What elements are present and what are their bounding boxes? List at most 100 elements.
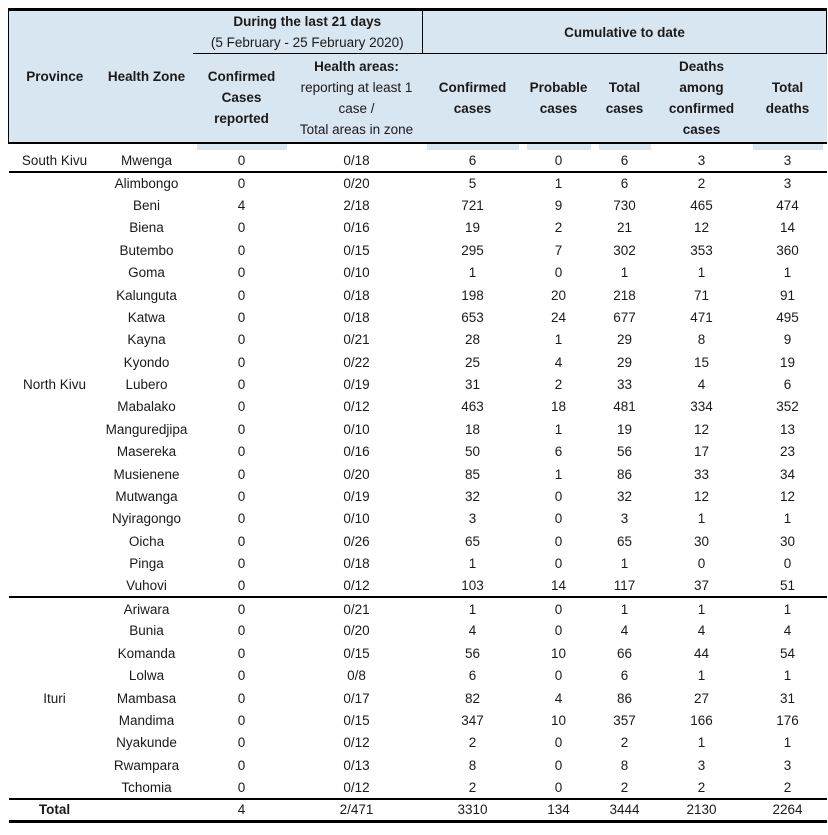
cell-confirmed-cases: 6 <box>468 152 477 168</box>
col-header-health-zone: Health Zone <box>100 9 193 143</box>
table-row: Pinga 0 0/18 1 0 1 0 0 <box>9 553 827 575</box>
province-cell: Ituri <box>8 596 101 799</box>
cell-deaths-among-confirmed: 1 <box>697 265 706 281</box>
cell-total-cases: 1 <box>620 265 629 281</box>
table-row: Beni 4 2/18 721 9 730 465 474 <box>9 194 827 216</box>
cell-deaths-among-confirmed: 2 <box>654 170 749 195</box>
ebola-situation-table: Province Health Zone During the last 21 … <box>8 8 828 823</box>
total-probable-cases: 134 <box>522 797 595 822</box>
health-zone-cell: Pinga <box>129 556 164 572</box>
cell-deaths-among-confirmed: 1 <box>697 668 706 684</box>
health-zone-cell: Bunia <box>129 623 164 639</box>
cell-confirmed-reported: 0 <box>237 757 246 773</box>
cell-deaths-among-confirmed: 1 <box>697 511 706 527</box>
cell-total-cases: 8 <box>620 757 629 773</box>
health-zone-cell: Alimbongo <box>100 170 193 195</box>
health-zone-cell: Mambasa <box>116 690 177 706</box>
cell-total-deaths: 13 <box>780 421 796 437</box>
header-bottom-rule-row <box>8 141 827 150</box>
cell-confirmed-reported: 0 <box>237 354 246 370</box>
cell-confirmed-cases: 1 <box>468 556 477 572</box>
table-row: Mambasa 0 0/17 82 4 86 27 31 <box>9 687 827 709</box>
cell-confirmed-reported: 0 <box>237 421 246 437</box>
col-header-probable-cases: Probable cases <box>522 53 595 143</box>
cell-deaths-among-confirmed: 8 <box>697 332 706 348</box>
table-row: Mandima 0 0/15 347 10 357 166 176 <box>9 709 827 731</box>
cell-total-deaths: 34 <box>780 466 796 482</box>
cell-total-deaths: 23 <box>780 444 796 460</box>
cell-total-deaths: 176 <box>776 712 799 728</box>
cell-deaths-among-confirmed: 471 <box>690 309 713 325</box>
tab-cell <box>422 141 523 150</box>
cell-total-deaths: 474 <box>776 197 799 213</box>
province-cell: North Kivu <box>8 170 101 598</box>
cell-health-areas: 0/10 <box>343 265 370 281</box>
cell-total-cases: 357 <box>613 712 636 728</box>
cell-probable-cases: 9 <box>554 197 563 213</box>
table-row: Nyakunde 0 0/12 2 0 2 1 1 <box>9 732 827 754</box>
cell-probable-cases: 1 <box>522 170 595 195</box>
health-zone-cell: Musienene <box>113 466 180 482</box>
cell-deaths-among-confirmed: 17 <box>693 444 710 460</box>
health-areas-line2: reporting at least 1 case / <box>300 79 413 116</box>
cell-total-deaths: 1 <box>783 265 792 281</box>
cell-confirmed-reported: 0 <box>237 712 246 728</box>
health-zone-cell: Mutwanga <box>115 489 178 505</box>
cell-confirmed-cases: 6 <box>468 668 477 684</box>
cell-probable-cases: 2 <box>554 377 563 393</box>
total-confirmed-reported: 4 <box>192 797 291 822</box>
cell-deaths-among-confirmed: 30 <box>693 533 710 549</box>
cell-total-cases: 29 <box>616 354 633 370</box>
cell-total-cases: 86 <box>616 690 633 706</box>
col-header-confirmed-cases: Confirmed cases <box>422 53 523 143</box>
table-row: Manguredjipa 0 0/10 18 1 19 12 13 <box>9 418 827 440</box>
total-health-areas: 2/471 <box>290 797 423 822</box>
cell-probable-cases: 4 <box>554 354 563 370</box>
header-subhead-row: Confirmed Cases reported Health areas: r… <box>9 53 827 143</box>
col-header-confirmed-cases-reported: Confirmed Cases reported <box>192 53 291 143</box>
cell-probable-cases: 0 <box>554 757 563 773</box>
table-row: Bunia 0 0/20 4 0 4 4 4 <box>9 620 827 642</box>
cell-probable-cases: 2 <box>554 220 563 236</box>
band-cumulative-to-date: Cumulative to date <box>422 9 828 54</box>
cell-confirmed-cases: 653 <box>461 309 484 325</box>
cell-health-areas: 2/18 <box>343 197 370 213</box>
health-zone-cell: Lolwa <box>128 668 165 684</box>
cell-health-areas: 0/15 <box>343 242 370 258</box>
cell-confirmed-cases: 295 <box>461 242 484 258</box>
health-zone-cell: Butembo <box>119 242 174 258</box>
cell-deaths-among-confirmed: 12 <box>693 220 710 236</box>
cell-probable-cases: 10 <box>550 712 567 728</box>
health-zone-cell: Mabalako <box>117 399 176 415</box>
cell-deaths-among-confirmed: 33 <box>693 466 710 482</box>
cell-health-areas: 0/21 <box>290 596 423 620</box>
cell-confirmed-reported: 0 <box>237 533 246 549</box>
cell-confirmed-reported: 0 <box>237 152 246 168</box>
cell-confirmed-reported: 0 <box>237 466 246 482</box>
table-row: Kalunguta 0 0/18 198 20 218 71 91 <box>9 284 827 306</box>
cell-probable-cases: 24 <box>550 309 567 325</box>
cell-deaths-among-confirmed: 0 <box>697 556 706 572</box>
health-zone-cell: Lubero <box>125 377 168 393</box>
table-body: South Kivu Mwenga 0 0/18 6 0 6 3 3 North Kivu Alim… <box>8 150 827 822</box>
col-header-province: Province <box>8 9 101 143</box>
cell-total-cases: 29 <box>616 332 633 348</box>
total-confirmed-cases: 3310 <box>422 797 523 822</box>
cell-total-deaths: 51 <box>780 578 796 594</box>
cell-confirmed-cases: 347 <box>461 712 484 728</box>
cell-confirmed-reported: 0 <box>237 645 246 661</box>
cell-probable-cases: 10 <box>550 645 567 661</box>
cell-total-cases: 4 <box>620 623 629 639</box>
cell-total-deaths: 9 <box>783 332 792 348</box>
cell-confirmed-cases: 198 <box>461 287 484 303</box>
cell-deaths-among-confirmed: 12 <box>693 421 710 437</box>
table-row: Katwa 0 0/18 653 24 677 471 495 <box>9 306 827 328</box>
cell-confirmed-cases: 103 <box>461 578 484 594</box>
cell-deaths-among-confirmed: 37 <box>693 578 710 594</box>
cell-confirmed-cases: 50 <box>464 444 481 460</box>
health-zone-cell: Ariwara <box>100 596 193 620</box>
cell-confirmed-reported: 0 <box>237 444 246 460</box>
health-zone-cell: Goma <box>128 265 165 281</box>
cell-total-deaths: 3 <box>783 152 792 168</box>
